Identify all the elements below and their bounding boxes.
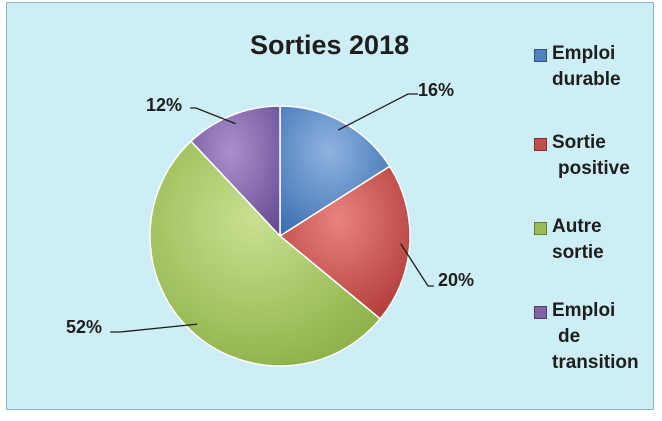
leader-line-emploi-de-transition (190, 107, 236, 125)
data-label-autre-sortie: 52% (66, 317, 103, 337)
pie-slice-emploi-durable (279, 105, 391, 238)
leader-line-sortie-positive (400, 243, 434, 287)
legend-text-line: transition (552, 352, 639, 373)
data-label-sortie-positive: 20% (438, 270, 475, 290)
legend-entry-emploi-de-transition: Emploi de transition (552, 298, 662, 376)
legend-entry-autre-sortie: Autre sortie (552, 214, 662, 266)
legend-text-line: positive (558, 158, 630, 179)
pie-slice-autre-sortie (149, 140, 382, 367)
leader-line-emploi-durable (337, 93, 418, 131)
legend-text-line: Emploi (552, 300, 616, 321)
legend-entry-emploi-durable: Emploi durable (552, 41, 662, 93)
pie-slice-emploi-de-transition (189, 105, 281, 238)
legend-text-line: Sortie (552, 132, 606, 153)
legend-swatch-emploi-durable (534, 49, 547, 62)
legend-swatch-autre-sortie (534, 222, 547, 235)
legend-text-line: Autre (552, 216, 602, 237)
legend-text-line: sortie (552, 242, 604, 263)
legend-entry-sortie-positive: Sortie positive (552, 130, 662, 182)
chart-title: Sorties 2018 (250, 30, 410, 60)
legend-swatch-sortie-positive (534, 138, 547, 151)
legend-text-line: Emploi (552, 43, 616, 64)
legend-text-line: durable (552, 69, 621, 90)
pie-slice-sortie-positive (278, 165, 411, 320)
data-label-emploi-durable: 16% (418, 80, 455, 100)
legend-swatch-emploi-de-transition (534, 306, 547, 319)
data-label-emploi-de-transition: 12% (146, 95, 183, 115)
legend-text-line: de (558, 326, 581, 347)
leader-line-autre-sortie (110, 323, 198, 333)
